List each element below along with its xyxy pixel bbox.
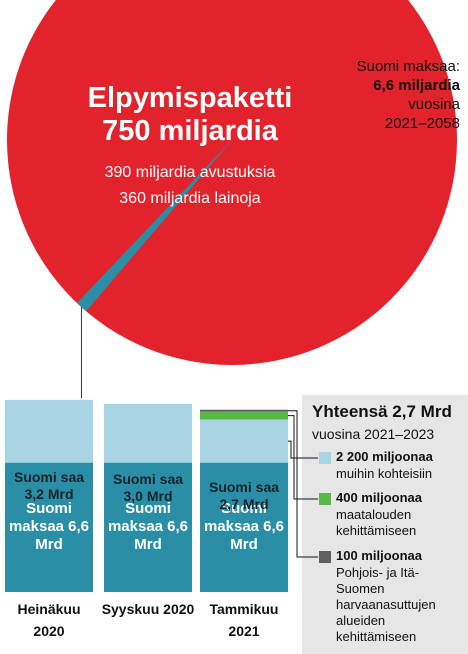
bar-segment [5, 462, 93, 592]
bar-segment [200, 409, 288, 412]
legend-swatch [319, 452, 331, 464]
bar-segment [200, 411, 288, 420]
legend-amount: 100 miljoonaa [336, 548, 422, 563]
legend-text: muihin kohteisiin [336, 466, 433, 481]
annotation: Suomi maksaa: [356, 58, 460, 75]
legend-connector [288, 415, 318, 500]
annotation: 6,6 miljardia [373, 77, 460, 94]
bar-segment [200, 462, 288, 592]
annotation: 2021–2058 [384, 115, 460, 132]
legend-amount: 2 200 miljoonaa [336, 449, 433, 464]
legend-subtitle: vuosina 2021–2023 [312, 426, 435, 442]
legend-text: maatalouden kehittämiseen [336, 507, 417, 538]
received-label: Suomi saa 3,0 Mrd [112, 470, 184, 504]
category-label: Heinäkuu 2020 [17, 601, 81, 639]
legend-box [302, 395, 468, 654]
bar-segment [200, 419, 288, 463]
pie-slice [76, 140, 233, 312]
bar-label: Suomi maksaa 6,6 Mrd [8, 500, 90, 554]
received-label: Suomi saa 3,2 Mrd [13, 468, 85, 502]
legend-connector [288, 440, 318, 459]
legend-title: Yhteensä 2,7 Mrd [312, 402, 452, 421]
pie-total [7, 0, 457, 365]
bar-segment [104, 462, 192, 592]
bar-segment [104, 403, 192, 463]
legend-swatch [319, 551, 331, 563]
legend-swatch [319, 493, 331, 505]
pie-subtitle: 390 miljardia avustuksia [104, 164, 276, 181]
bar-label: Suomi maksaa 6,6 Mrd [203, 500, 285, 554]
legend-connector [288, 410, 318, 558]
category-label: Syyskuu 2020 [101, 601, 195, 617]
received-label: Suomi saa 2,7 Mrd [208, 478, 280, 512]
legend-text: Pohjois- ja Itä-Suomen harvaanasuttujen … [336, 565, 436, 644]
annotation: vuosina [408, 96, 460, 113]
bar-label: Suomi maksaa 6,6 Mrd [107, 500, 189, 554]
bar-segment [5, 399, 93, 463]
pie-subtitle: 360 miljardia lainoja [119, 190, 261, 207]
legend-amount: 400 miljoonaa [336, 490, 422, 505]
pie-title: Elpymispaketti 750 miljardia [87, 82, 293, 147]
category-label: Tammikuu 2021 [209, 601, 279, 639]
